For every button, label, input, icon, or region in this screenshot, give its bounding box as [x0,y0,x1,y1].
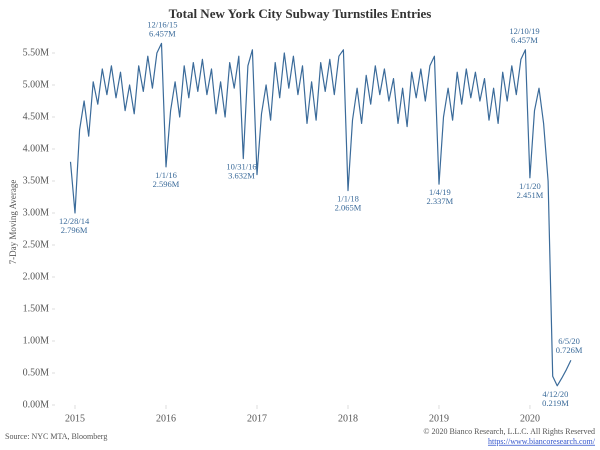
y-tick-label: 4.50M [23,111,50,122]
annotation-date: 1/1/18 [337,194,359,204]
annotation-value: 6.457M [511,35,538,45]
annotation-value: 2.337M [427,196,454,206]
annotation: 6/5/200.726M [556,336,583,355]
y-tick-label: 5.00M [23,79,50,90]
y-tick-label: 3.00M [23,207,50,218]
annotation-date: 12/16/15 [147,19,177,29]
y-tick-label: 4.00M [23,143,50,154]
url[interactable]: https://www.biancoresearch.com/ [488,437,596,446]
annotation: 12/10/196.457M [509,26,539,45]
y-tick-label: 3.50M [23,175,50,186]
y-tick-label: 1.00M [23,335,50,346]
annotation-date: 1/1/16 [155,170,177,180]
annotation-value: 6.457M [149,28,176,38]
annotation: 1/1/162.596M [153,170,180,189]
y-tick-label: 0.50M [23,367,50,378]
annotation-value: 0.726M [556,345,583,355]
annotation-date: 12/28/14 [59,216,90,226]
annotation-value: 2.451M [517,190,544,200]
y-tick-label: 1.50M [23,303,50,314]
annotation-value: 2.065M [335,203,362,213]
x-tick-label: 2018 [338,413,358,424]
annotation-value: 0.219M [542,398,569,408]
annotation: 1/1/202.451M [517,181,544,200]
chart-title: Total New York City Subway Turnstiles En… [169,6,432,21]
x-tick-label: 2017 [247,413,267,424]
annotation-date: 6/5/20 [558,336,580,346]
copyright: © 2020 Bianco Research, L.L.C. All Right… [423,427,595,436]
annotation: 1/4/192.337M [427,187,454,206]
line [69,42,572,387]
y-axis-label: 7-Day Moving Average [8,180,18,265]
annotation-date: 1/1/20 [519,181,541,191]
y-tick-label: 5.50M [23,47,50,58]
annotation-date: 4/12/20 [542,389,568,399]
x-tick-label: 2020 [520,413,540,424]
x-tick-label: 2019 [429,413,449,424]
annotation-date: 12/10/19 [509,26,539,36]
annotation: 4/12/200.219M [542,389,569,408]
annotation: 12/28/142.796M [59,216,90,235]
annotation: 1/1/182.065M [335,194,362,213]
source: Source: NYC MTA, Bloomberg [5,432,107,441]
y-tick-label: 2.50M [23,239,50,250]
x-tick-label: 2015 [65,413,85,424]
annotation-date: 10/31/16 [226,162,256,172]
annotation-date: 1/4/19 [429,187,451,197]
annotation: 12/16/156.457M [147,19,177,38]
y-tick-label: 0.00M [23,399,50,410]
x-tick-label: 2016 [156,413,176,424]
annotation-value: 2.796M [61,225,88,235]
annotation-value: 3.632M [228,171,255,181]
y-tick-label: 2.00M [23,271,50,282]
annotation-value: 2.596M [153,179,180,189]
annotation: 10/31/163.632M [226,162,256,181]
